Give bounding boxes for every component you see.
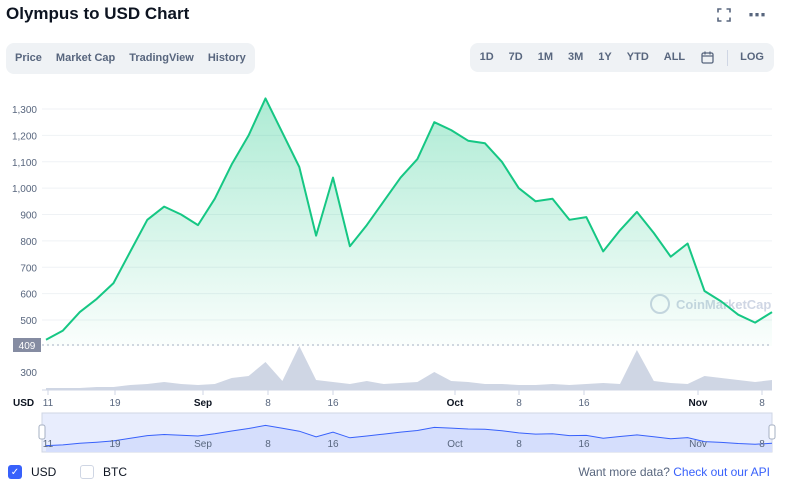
expand-icon[interactable] (714, 8, 734, 26)
navigator-tick-label: Sep (194, 439, 212, 450)
y-tick-label: 1,200 (12, 131, 37, 142)
btc-checkbox[interactable] (80, 465, 94, 479)
volume-area (46, 346, 772, 390)
calendar-icon[interactable] (693, 46, 722, 69)
price-area (46, 98, 772, 347)
range-all[interactable]: ALL (663, 51, 686, 63)
navigator-tick-label: 16 (578, 439, 590, 450)
range-7d[interactable]: 7D (508, 51, 523, 63)
y-tick-label: 1,000 (12, 184, 37, 195)
range-3m[interactable]: 3M (568, 51, 584, 63)
x-tick-label: 8 (759, 398, 765, 409)
y-tick-label: 1,100 (12, 158, 37, 169)
tab-price[interactable]: Price (15, 52, 42, 64)
x-tick-label: Sep (194, 398, 212, 409)
navigator-tick-label: Oct (447, 439, 463, 450)
y-tick-label: 800 (20, 237, 37, 248)
y-tick-label: 500 (20, 316, 37, 327)
range-1d[interactable]: 1D (479, 51, 494, 63)
range-1y[interactable]: 1Y (598, 51, 612, 63)
volume-tick-label: 300 (20, 368, 37, 379)
x-tick-label: 11 (43, 398, 54, 409)
y-tick-label: 900 (20, 211, 37, 222)
y-tick-label: 1,300 (12, 105, 37, 116)
usd-label: USD (31, 465, 57, 479)
usd-checkbox[interactable]: ✓ (8, 465, 22, 479)
navigator-tick-label: 8 (516, 439, 522, 450)
tab-history[interactable]: History (207, 52, 246, 64)
current-price-label: 409 (19, 341, 36, 352)
navigator-line (45, 424, 773, 447)
tab-tradingview[interactable]: TradingView (129, 52, 194, 64)
navigator-tick-label: 16 (327, 439, 339, 450)
navigator-tick-label: 11 (43, 439, 54, 450)
x-tick-label: 8 (265, 398, 271, 409)
tab-market-cap[interactable]: Market Cap (55, 52, 116, 64)
y-tick-label: 600 (20, 290, 37, 301)
page-title: Olympus to USD Chart (6, 4, 190, 23)
x-tick-label: 19 (109, 398, 121, 409)
price-line (45, 97, 773, 341)
y-tick-label: 700 (20, 263, 37, 274)
navigator-tick-label: 8 (759, 439, 765, 450)
price-chart[interactable]: 1,3001,2001,1001,000900800700600500CoinM… (0, 0, 788, 460)
more-data-text: Want more data? (578, 465, 670, 479)
range-ytd[interactable]: YTD (626, 51, 649, 63)
currency-label: USD (13, 398, 34, 409)
x-tick-label: Oct (447, 398, 464, 409)
more-icon[interactable]: ⋯ (748, 5, 766, 25)
api-promo: Want more data? Check out our API (578, 465, 770, 479)
navigator-tick-label: 19 (109, 439, 121, 450)
x-tick-label: 8 (516, 398, 522, 409)
api-link[interactable]: Check out our API (673, 465, 770, 479)
btc-label: BTC (103, 465, 127, 479)
x-tick-label: Nov (689, 398, 708, 409)
log-toggle[interactable]: LOG (740, 51, 764, 63)
navigator-handle-left (38, 424, 46, 440)
chart-tabs: Price Market Cap TradingView History (6, 43, 255, 74)
navigator-handle-right (768, 424, 776, 440)
navigator-tick-label: Nov (689, 439, 707, 450)
divider (727, 49, 729, 66)
navigator-tick-label: 8 (265, 439, 271, 450)
current-price-badge (13, 338, 41, 352)
range-1m[interactable]: 1M (537, 51, 554, 63)
x-tick-label: 16 (578, 398, 590, 409)
range-selector: 1D 7D 1M 3M 1Y YTD ALL LOG (469, 43, 774, 72)
x-tick-label: 16 (327, 398, 339, 409)
